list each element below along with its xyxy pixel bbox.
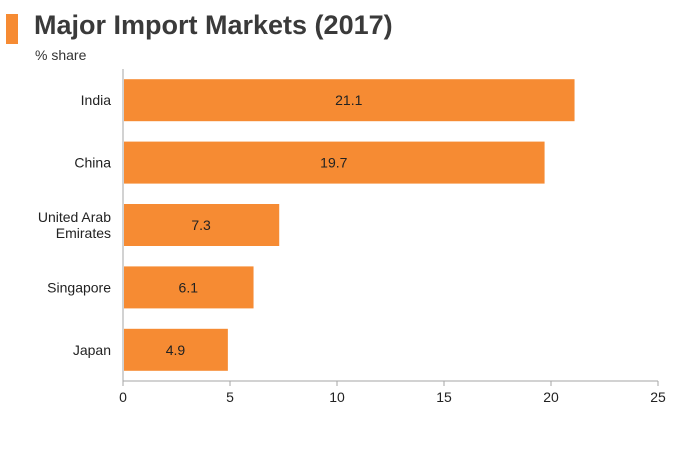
bar-united-arab-emirates [124, 204, 280, 246]
data-label: 21.1 [335, 92, 362, 108]
category-label: Singapore [47, 279, 111, 295]
bar-singapore [124, 266, 254, 309]
category-label: China [74, 155, 111, 171]
x-tick-label: 15 [436, 389, 452, 405]
data-label: 7.3 [191, 217, 211, 233]
data-label: 6.1 [179, 279, 199, 295]
x-tick-label: 0 [119, 389, 127, 405]
bar-india [124, 79, 575, 122]
category-label: Japan [73, 342, 111, 358]
chart-subtitle: % share [35, 47, 87, 63]
category-label: Emirates [56, 225, 111, 241]
x-tick-label: 5 [226, 389, 234, 405]
title-accent-bar [6, 14, 18, 44]
x-tick-label: 10 [329, 389, 345, 405]
x-tick-label: 20 [543, 389, 559, 405]
x-tick-label: 25 [650, 389, 666, 405]
data-label: 19.7 [320, 155, 347, 171]
category-label: India [81, 92, 112, 108]
bar-japan [124, 328, 228, 371]
chart-title: Major Import Markets (2017) [34, 10, 393, 40]
bar-china [124, 141, 545, 184]
category-label: United Arab [38, 209, 111, 225]
data-label: 4.9 [166, 342, 186, 358]
